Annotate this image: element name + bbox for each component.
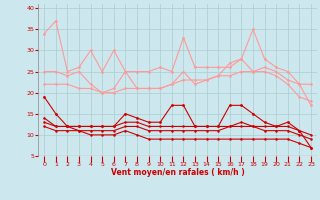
- X-axis label: Vent moyen/en rafales ( km/h ): Vent moyen/en rafales ( km/h ): [111, 168, 244, 177]
